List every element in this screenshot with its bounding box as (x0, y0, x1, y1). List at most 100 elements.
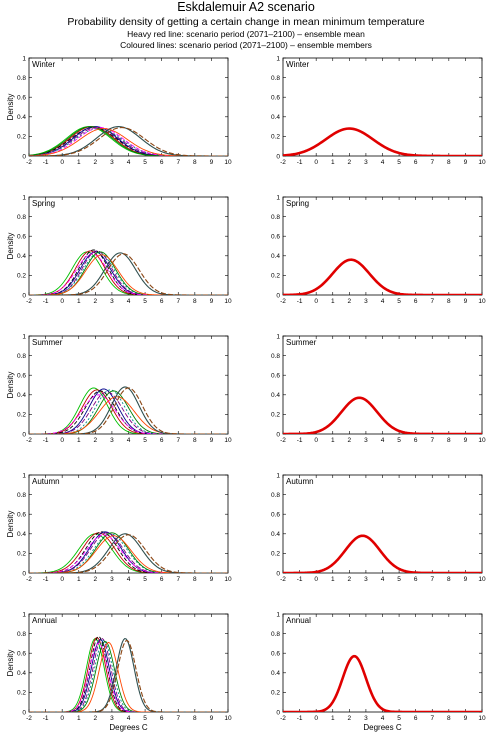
member-curve (29, 532, 228, 573)
series-group (29, 126, 228, 156)
y-tick-label: 0.2 (271, 134, 280, 141)
series-group (283, 534, 482, 573)
x-tick-label: 10 (478, 298, 486, 305)
y-tick-label: 0.6 (17, 512, 26, 519)
x-tick-label: 7 (176, 298, 180, 305)
x-tick-label: -1 (297, 298, 303, 305)
x-tick-label: 1 (77, 715, 81, 722)
x-tick-label: 10 (478, 715, 486, 722)
y-tick-label: 0.2 (271, 273, 280, 280)
x-tick-label: 3 (110, 576, 114, 583)
plot-area (282, 613, 483, 713)
x-tick-label: 0 (60, 576, 64, 583)
x-tick-label: 8 (447, 298, 451, 305)
y-axis-label: Density (6, 650, 15, 677)
y-tick-label: 0 (276, 292, 280, 299)
x-tick-label: 5 (397, 715, 401, 722)
x-tick-label: 8 (447, 437, 451, 444)
season-label: Autumn (286, 477, 314, 486)
x-tick-label: 1 (331, 437, 335, 444)
member-curve (29, 639, 228, 712)
x-tick-label: 9 (464, 159, 468, 166)
x-tick-label: 10 (224, 159, 232, 166)
x-tick-label: 9 (210, 159, 214, 166)
x-tick-label: 7 (176, 576, 180, 583)
x-tick-label: 7 (176, 437, 180, 444)
member-curve (29, 394, 228, 434)
series-group (29, 636, 228, 712)
y-axis-label: Density (6, 511, 15, 538)
y-tick-label: 0.8 (17, 353, 26, 360)
panel-winter-members: -2 -1 0 1 2 3 4 5 6 7 8 9 10 0 0.2 0.4 0.6 0.8 1 Winter Dens… (6, 55, 232, 166)
x-tick-label: 3 (364, 298, 368, 305)
x-tick-label: -2 (26, 298, 32, 305)
x-tick-label: 8 (193, 576, 197, 583)
y-tick-label: 1 (276, 472, 280, 479)
x-tick-label: 3 (364, 715, 368, 722)
x-tick-label: 6 (414, 159, 418, 166)
x-tick-label: 1 (77, 298, 81, 305)
x-tick-label: 5 (143, 159, 147, 166)
member-curve (29, 641, 228, 712)
x-tick-label: 8 (447, 576, 451, 583)
y-tick-label: 0.4 (17, 392, 26, 399)
series-group (283, 654, 482, 712)
x-tick-label: 1 (331, 159, 335, 166)
y-tick-label: 0.4 (271, 392, 280, 399)
y-tick-label: 0.2 (17, 412, 26, 419)
y-tick-label: 0 (22, 153, 26, 160)
y-tick-label: 1 (22, 472, 26, 479)
plot-area (28, 196, 229, 296)
member-curve (29, 533, 228, 573)
x-tick-label: 2 (348, 159, 352, 166)
x-tick-label: -2 (280, 298, 286, 305)
x-tick-label: 2 (348, 576, 352, 583)
x-tick-label: 4 (381, 159, 385, 166)
panels-grid: -2 -1 0 1 2 3 4 5 6 7 8 9 1000.20.40.60.81WinterDens… (6, 55, 486, 732)
y-tick-label: 0.8 (271, 75, 280, 82)
y-tick-label: 1 (22, 194, 26, 201)
x-tick-label: 1 (331, 576, 335, 583)
x-tick-label: 5 (143, 437, 147, 444)
x-tick-label: 6 (414, 437, 418, 444)
season-label: Summer (286, 338, 317, 347)
x-tick-label: -2 (280, 437, 286, 444)
x-tick-label: 9 (210, 576, 214, 583)
member-curve (29, 534, 228, 573)
y-tick-label: 1 (276, 55, 280, 62)
x-tick-label: 5 (397, 298, 401, 305)
y-tick-label: 0.6 (17, 651, 26, 658)
x-tick-label: 7 (430, 298, 434, 305)
season-label: Annual (32, 616, 57, 625)
x-tick-label: 0 (314, 576, 318, 583)
x-tick-label: 10 (478, 437, 486, 444)
x-tick-label: -1 (297, 715, 303, 722)
y-tick-label: 1 (22, 611, 26, 618)
x-tick-label: 4 (381, 298, 385, 305)
y-tick-label: 0 (22, 292, 26, 299)
x-tick-label: 5 (397, 576, 401, 583)
x-tick-label: 7 (430, 576, 434, 583)
x-tick-label: 6 (414, 576, 418, 583)
member-curve (29, 389, 228, 434)
x-tick-label: 6 (414, 298, 418, 305)
x-tick-label: 1 (77, 159, 81, 166)
season-label: Autumn (32, 477, 60, 486)
series-group (283, 258, 482, 295)
y-tick-label: 0.2 (17, 273, 26, 280)
season-label: Spring (32, 199, 55, 208)
x-tick-label: 2 (94, 437, 98, 444)
x-tick-label: 9 (464, 437, 468, 444)
x-tick-label: -1 (43, 576, 49, 583)
season-label: Summer (32, 338, 63, 347)
y-tick-label: 0.6 (17, 373, 26, 380)
y-tick-label: 0.4 (271, 670, 280, 677)
x-tick-label: 10 (224, 298, 232, 305)
x-tick-label: 4 (381, 576, 385, 583)
figure-subtitle: Probability density of getting a certain… (67, 16, 424, 28)
plot-area (28, 613, 229, 713)
y-tick-label: 0.4 (271, 114, 280, 121)
member-curve (29, 251, 228, 295)
member-curve (29, 126, 228, 156)
